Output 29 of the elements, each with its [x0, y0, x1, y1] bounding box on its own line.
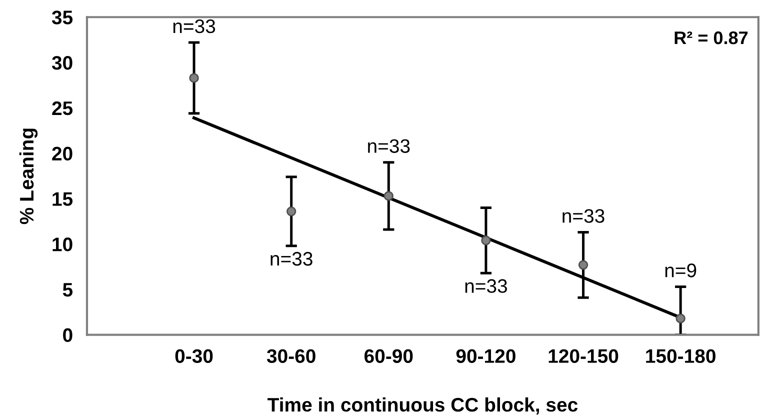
x-tick-label: 0-30: [175, 349, 213, 364]
annotation: n=33: [368, 139, 410, 153]
point: [286, 206, 296, 216]
point: [676, 314, 686, 324]
annotation: n=33: [562, 209, 604, 223]
annotation: n=33: [173, 19, 216, 34]
y-tick-label: 5: [62, 283, 73, 297]
x-tick-label: 30-60: [266, 349, 316, 364]
annotation: n=9: [665, 264, 696, 278]
y-tick-label: 0: [63, 328, 72, 342]
y-tick-label: 20: [52, 146, 72, 161]
x-tick-label: 120-150: [548, 349, 618, 363]
point: [189, 73, 199, 83]
y-tick-label: 35: [52, 10, 73, 24]
point: [384, 191, 394, 201]
x-tick-label: 90-120: [456, 349, 516, 363]
y-tick-label: 15: [52, 192, 73, 206]
x-tick-label: 60-90: [364, 349, 413, 363]
x-tick-label: 150-180: [646, 349, 716, 363]
y-tick-label: 30: [52, 56, 72, 70]
y-tick-label: 10: [52, 238, 72, 252]
annotation: n=33: [270, 252, 312, 266]
x-axis-title: Time in continuous CC block, sec: [268, 397, 578, 414]
y-axis-title: % Leaning: [19, 128, 38, 224]
annotation: R² = 0.87: [674, 31, 748, 44]
annotation: n=33: [465, 279, 507, 293]
point: [578, 260, 588, 270]
y-tick-label: 25: [52, 101, 73, 116]
point: [481, 236, 491, 246]
